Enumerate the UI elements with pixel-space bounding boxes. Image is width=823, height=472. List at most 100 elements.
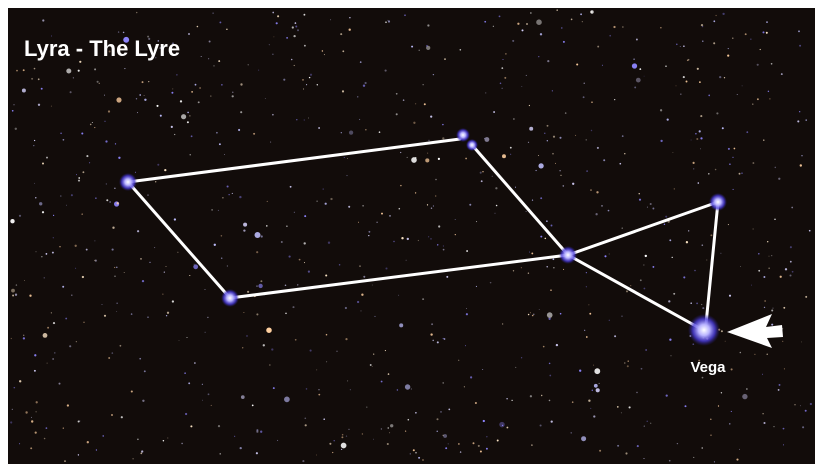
background-star <box>116 97 121 102</box>
background-star <box>485 92 486 93</box>
background-star <box>12 110 14 112</box>
background-star <box>810 403 812 405</box>
background-star <box>137 438 139 440</box>
background-star <box>688 59 690 61</box>
background-star <box>549 400 551 402</box>
background-star <box>208 58 209 59</box>
background-star <box>779 384 781 386</box>
background-star <box>415 412 417 414</box>
background-star <box>780 276 782 278</box>
background-star <box>12 295 14 297</box>
background-star <box>240 111 242 113</box>
sky-photo: Lyra - The Lyre Vega <box>0 0 823 472</box>
background-star <box>586 139 587 140</box>
background-star <box>345 338 347 340</box>
background-star <box>309 77 310 78</box>
background-star <box>385 70 387 72</box>
background-star <box>326 334 328 336</box>
background-star <box>94 240 95 241</box>
background-star <box>166 266 167 267</box>
background-star <box>721 330 723 332</box>
background-star <box>209 41 211 43</box>
background-star <box>78 177 80 179</box>
background-star <box>232 92 233 93</box>
background-star <box>763 140 764 141</box>
background-star <box>594 384 598 388</box>
background-star <box>261 235 263 237</box>
background-star <box>66 205 67 206</box>
background-star <box>132 458 133 459</box>
background-star <box>586 272 587 273</box>
background-star <box>502 425 503 426</box>
background-star <box>734 148 736 150</box>
background-star <box>296 119 297 120</box>
background-star <box>31 417 32 418</box>
background-star <box>303 89 304 90</box>
background-star <box>455 219 456 220</box>
background-star <box>486 448 488 450</box>
background-star <box>427 153 428 154</box>
background-star <box>348 429 349 430</box>
background-star <box>729 295 731 297</box>
background-star <box>415 452 417 454</box>
background-star <box>349 29 351 31</box>
background-star <box>443 338 444 339</box>
background-star <box>794 404 795 405</box>
background-star <box>482 171 483 172</box>
background-star <box>299 259 301 261</box>
background-star <box>29 295 31 297</box>
background-star <box>252 405 254 407</box>
background-star <box>597 46 599 48</box>
background-star <box>431 323 433 325</box>
background-star <box>36 401 38 403</box>
background-star <box>411 388 412 389</box>
background-star <box>650 203 652 205</box>
background-star <box>586 336 588 338</box>
background-star <box>438 158 440 160</box>
background-star <box>290 186 292 188</box>
background-star <box>540 197 542 199</box>
background-star <box>240 83 242 85</box>
background-star <box>644 76 645 77</box>
background-star <box>24 280 25 281</box>
background-star <box>694 270 696 272</box>
background-star <box>328 242 330 244</box>
background-star <box>114 188 115 189</box>
background-star <box>318 389 319 390</box>
background-star <box>801 155 802 156</box>
background-star <box>31 420 33 422</box>
background-star <box>502 323 503 324</box>
background-star <box>680 46 681 47</box>
background-star <box>632 63 637 68</box>
background-star <box>86 155 88 157</box>
background-star <box>559 137 561 139</box>
background-star <box>783 307 785 309</box>
background-star <box>766 21 768 23</box>
background-star <box>512 40 514 42</box>
background-star <box>75 245 77 247</box>
background-star <box>78 70 80 72</box>
background-star <box>767 354 768 355</box>
background-star <box>547 60 549 62</box>
background-star <box>208 393 210 395</box>
background-star <box>108 110 110 112</box>
background-star <box>31 78 33 80</box>
background-star <box>778 389 780 391</box>
background-star <box>43 333 48 338</box>
background-star <box>399 208 401 210</box>
background-star <box>540 33 542 35</box>
background-star <box>406 260 407 261</box>
background-star <box>628 360 629 361</box>
background-star <box>207 317 208 318</box>
background-star <box>430 238 431 239</box>
background-star <box>221 257 222 258</box>
background-star <box>234 436 235 437</box>
background-star <box>595 213 597 215</box>
background-star <box>693 168 694 169</box>
background-star <box>363 85 365 87</box>
background-star <box>46 253 48 255</box>
background-star <box>60 195 62 197</box>
background-star <box>52 252 54 254</box>
background-star <box>135 172 136 173</box>
background-star <box>669 339 671 341</box>
